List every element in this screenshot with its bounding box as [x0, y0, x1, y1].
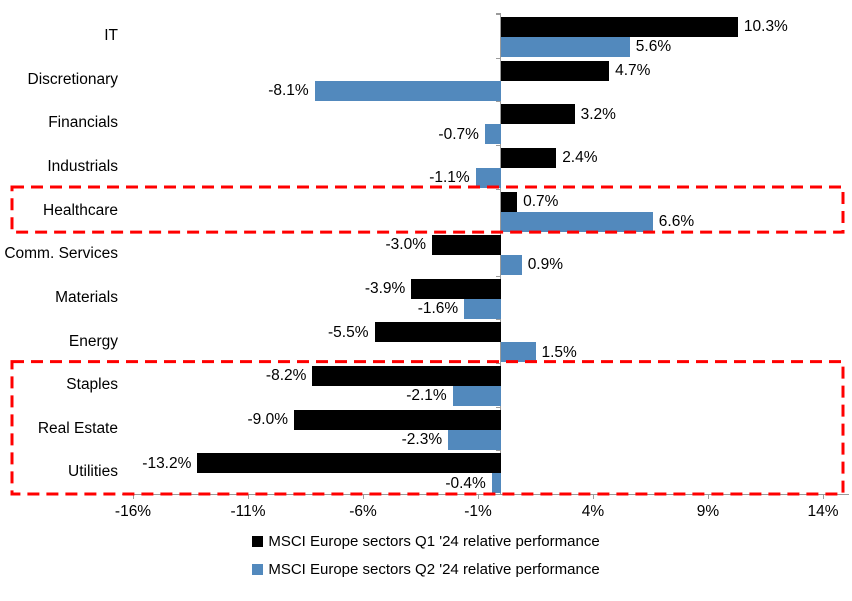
category-tick-mark — [496, 189, 501, 190]
bar — [501, 17, 738, 37]
category-tick-mark — [496, 450, 501, 451]
value-label: -2.1% — [406, 387, 447, 405]
x-axis-tick-mark — [248, 494, 249, 499]
legend: MSCI Europe sectors Q1 '24 relative perf… — [0, 533, 852, 578]
value-label: 5.6% — [635, 38, 672, 56]
bar — [314, 80, 501, 101]
x-axis-tick-mark — [478, 494, 479, 499]
x-axis-line — [122, 494, 849, 495]
legend-label-q2: MSCI Europe sectors Q2 '24 relative perf… — [268, 561, 600, 578]
x-axis-tick-label: 4% — [581, 503, 605, 520]
category-tick-mark — [496, 407, 501, 408]
bar — [432, 235, 501, 256]
category-tick-mark — [496, 363, 501, 364]
value-label: -8.1% — [268, 81, 309, 99]
x-axis-tick-label: -16% — [114, 503, 152, 520]
category-tick-mark — [496, 276, 501, 277]
category-tick-mark — [496, 145, 501, 146]
legend-label-q1: MSCI Europe sectors Q1 '24 relative perf… — [268, 533, 600, 550]
value-label: -1.1% — [429, 169, 470, 187]
bar — [312, 366, 501, 387]
bar — [501, 255, 522, 276]
value-label: -3.9% — [364, 280, 406, 298]
bar — [484, 124, 501, 145]
bar — [411, 278, 501, 299]
category-label: Industrials — [47, 157, 118, 175]
category-label: Energy — [68, 332, 118, 350]
bar — [501, 191, 518, 212]
bar — [501, 104, 575, 125]
category-tick-mark — [496, 319, 501, 320]
value-label: 1.5% — [541, 343, 577, 361]
category-label: Discretionary — [27, 70, 118, 88]
value-label: 4.7% — [615, 61, 651, 79]
category-label: Healthcare — [43, 201, 118, 219]
x-axis-tick-mark — [823, 494, 824, 499]
legend-item-q2: MSCI Europe sectors Q2 '24 relative perf… — [252, 561, 600, 578]
value-label: -0.4% — [445, 474, 486, 492]
bar — [448, 429, 501, 450]
value-label: -5.5% — [328, 323, 369, 341]
category-tick-mark — [496, 101, 501, 102]
value-label: 6.6% — [658, 212, 695, 230]
x-axis-tick-label: -11% — [230, 503, 266, 520]
value-label: -3.0% — [385, 236, 427, 254]
bar — [491, 473, 501, 494]
zero-axis-cap-tick — [496, 13, 501, 14]
bar — [501, 147, 557, 168]
value-label: -0.7% — [438, 125, 479, 143]
category-label: IT — [104, 27, 118, 45]
legend-swatch-q2 — [252, 564, 264, 575]
bar — [501, 60, 610, 81]
value-label: -8.2% — [265, 367, 307, 385]
value-label: -2.3% — [401, 430, 443, 448]
x-axis-tick-label: -1% — [464, 503, 492, 520]
value-label: 10.3% — [743, 18, 788, 36]
x-axis-tick-label: -6% — [349, 503, 377, 520]
highlight-box-healthcare — [10, 185, 845, 234]
value-label: 0.9% — [527, 256, 564, 274]
category-label: Materials — [55, 288, 118, 306]
bar — [475, 167, 501, 188]
x-axis-tick-label: 14% — [807, 503, 839, 520]
category-label: Utilities — [68, 463, 118, 481]
legend-item-q1: MSCI Europe sectors Q1 '24 relative perf… — [252, 533, 600, 550]
category-tick-mark — [496, 14, 501, 15]
bar — [501, 211, 653, 232]
bar — [294, 409, 501, 430]
value-label: -13.2% — [142, 454, 192, 472]
x-axis-tick-mark — [708, 494, 709, 499]
x-axis-tick-mark — [363, 494, 364, 499]
category-tick-mark — [496, 58, 501, 59]
bar — [197, 453, 501, 474]
value-label: 2.4% — [562, 149, 598, 167]
bar — [452, 386, 501, 407]
value-label: -9.0% — [247, 410, 289, 428]
value-label: -1.6% — [417, 300, 459, 318]
bar — [374, 322, 501, 343]
category-label: Real Estate — [37, 419, 118, 437]
bar — [501, 37, 630, 57]
x-axis-tick-mark — [593, 494, 594, 499]
category-tick-mark — [496, 232, 501, 233]
category-label: Comm. Services — [4, 245, 118, 263]
x-axis-tick-mark — [133, 494, 134, 499]
value-label: 3.2% — [580, 105, 616, 123]
value-label: 0.7% — [523, 192, 559, 210]
legend-swatch-q1 — [252, 536, 264, 547]
category-label: Staples — [66, 376, 118, 394]
category-label: Financials — [48, 114, 118, 132]
bar — [501, 342, 536, 363]
bar — [464, 298, 501, 319]
x-axis-tick-label: 9% — [696, 503, 720, 520]
